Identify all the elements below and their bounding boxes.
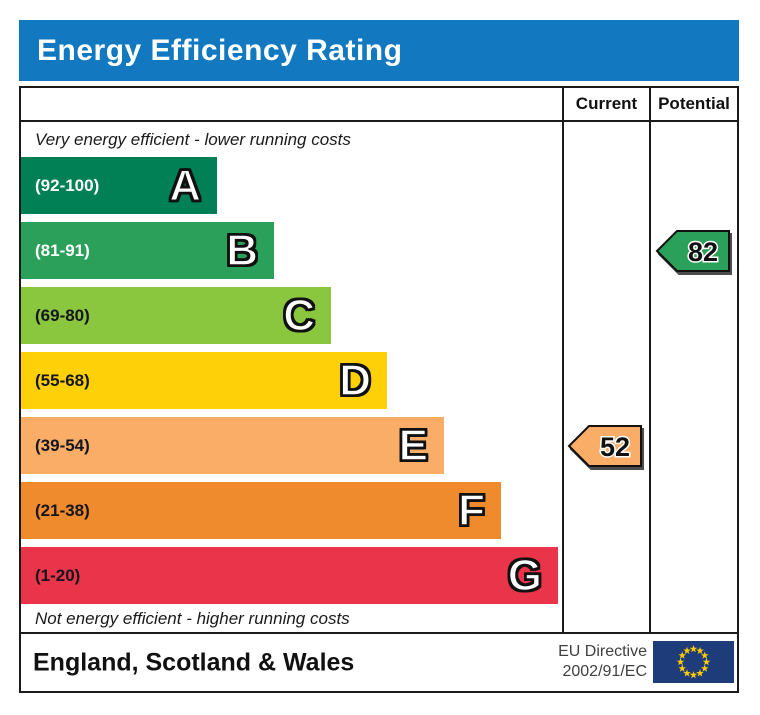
band-d: (55-68) D xyxy=(21,352,387,409)
potential-rating-arrow: 82 xyxy=(655,230,730,272)
eu-directive-line2: 2002/91/EC xyxy=(562,663,647,681)
band-letter: D xyxy=(338,355,371,405)
band-letter: E xyxy=(398,420,429,470)
band-e: (39-54) E xyxy=(21,417,444,474)
column-divider-current xyxy=(562,88,564,632)
table-header: Current Potential xyxy=(21,88,737,122)
caption-very-efficient: Very energy efficient - lower running co… xyxy=(35,130,351,149)
band-range: (1-20) xyxy=(35,565,81,585)
title-bar: Energy Efficiency Rating xyxy=(19,20,739,81)
rating-table: Current Potential Very energy efficient … xyxy=(19,86,739,634)
band-letter: F xyxy=(457,485,485,535)
band-letter: G xyxy=(507,550,543,600)
band-a: (92-100) A xyxy=(21,157,217,214)
band-range: (39-54) xyxy=(35,435,90,455)
eu-directive-line1: EU Directive xyxy=(558,642,647,660)
band-range: (69-80) xyxy=(35,305,90,325)
band-range: (81-91) xyxy=(35,240,90,260)
band-letter: B xyxy=(225,225,258,275)
eu-flag-icon xyxy=(653,641,734,683)
band-f: (21-38) F xyxy=(21,482,501,539)
current-rating-arrow: 52 xyxy=(567,425,642,467)
band-b: (81-91) B xyxy=(21,222,274,279)
page-title: Energy Efficiency Rating xyxy=(37,33,403,67)
band-letter: C xyxy=(282,290,315,340)
band-c: (69-80) C xyxy=(21,287,331,344)
band-letter: A xyxy=(168,160,201,210)
column-header-potential: Potential xyxy=(658,94,730,113)
band-range: (92-100) xyxy=(35,175,100,195)
region-label: England, Scotland & Wales xyxy=(33,648,355,676)
potential-rating-value: 82 xyxy=(688,237,718,267)
current-rating-value: 52 xyxy=(600,432,630,462)
band-g: (1-20) G xyxy=(21,547,558,604)
band-range: (21-38) xyxy=(35,500,90,520)
eu-directive-label: EU Directive 2002/91/EC xyxy=(558,642,647,684)
footer-bar: England, Scotland & Wales EU Directive 2… xyxy=(19,632,739,693)
column-header-current: Current xyxy=(575,94,638,113)
column-divider-potential xyxy=(649,88,651,632)
caption-not-efficient: Not energy efficient - higher running co… xyxy=(35,609,350,628)
band-range: (55-68) xyxy=(35,370,90,390)
